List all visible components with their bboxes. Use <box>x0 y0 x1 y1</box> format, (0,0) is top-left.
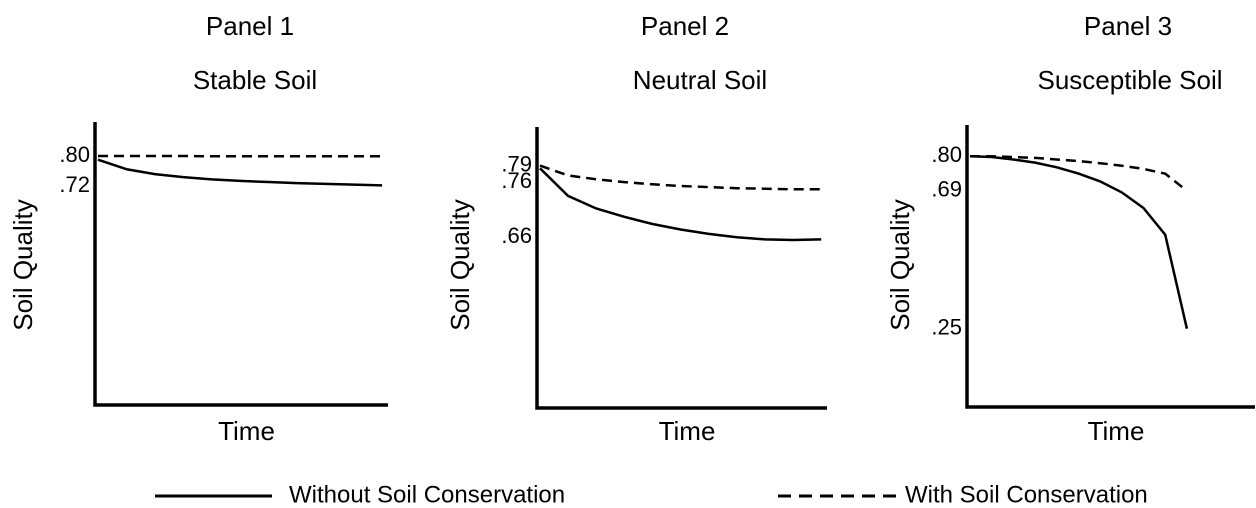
series-line <box>969 155 1189 329</box>
x-axis-label: Time <box>659 416 716 446</box>
legend-label: With Soil Conservation <box>905 481 1148 508</box>
series-line <box>97 158 383 187</box>
y-axis-label: Soil Quality <box>445 199 475 331</box>
axes <box>965 125 1255 409</box>
series-line <box>539 167 822 242</box>
panel-subtitle: Neutral Soil <box>633 65 767 95</box>
y-tick-label: .69 <box>931 177 962 202</box>
y-axis-label: Soil Quality <box>885 199 915 331</box>
y-axis-label: Soil Quality <box>8 199 38 331</box>
y-tick-label: .25 <box>931 314 962 339</box>
panel-title: Panel 2 <box>641 11 729 41</box>
y-tick-label: .80 <box>931 142 962 167</box>
legend-label: Without Soil Conservation <box>289 481 565 508</box>
panel-subtitle: Susceptible Soil <box>1038 65 1223 95</box>
axes <box>535 127 827 410</box>
y-tick-label: .80 <box>59 142 90 167</box>
panel-title: Panel 1 <box>206 11 294 41</box>
panel-title: Panel 3 <box>1084 11 1172 41</box>
y-tick-label: .66 <box>501 223 532 248</box>
x-axis-label: Time <box>218 416 275 446</box>
y-tick-label: .76 <box>501 168 532 193</box>
series-line <box>970 155 1188 192</box>
series-line <box>539 164 822 191</box>
y-tick-label: .72 <box>59 172 90 197</box>
x-axis-label: Time <box>1088 416 1145 446</box>
axes <box>93 122 388 407</box>
y-tick-label: .79 <box>501 151 532 176</box>
panel-subtitle: Stable Soil <box>193 65 317 95</box>
